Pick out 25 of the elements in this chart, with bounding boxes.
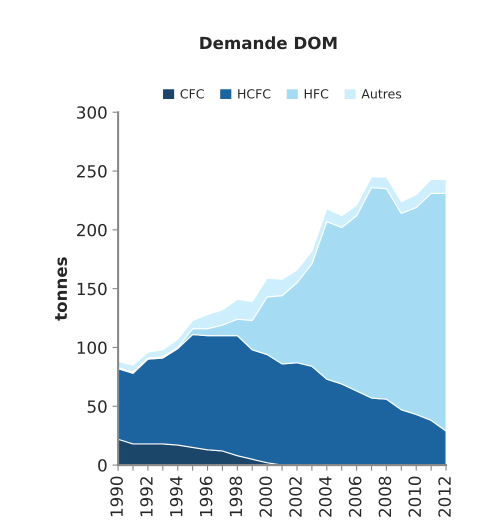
x-tick-label: 1996 (200, 476, 212, 516)
y-tick-label: 50 (88, 400, 107, 413)
x-tick-label: 2004 (319, 476, 332, 517)
x-tick-label: 1994 (170, 476, 183, 516)
legend-label: CFC (180, 89, 204, 99)
y-tick-label: 250 (77, 165, 107, 178)
x-tick-label: 1990 (110, 476, 123, 516)
y-axis-title: tonnes (55, 257, 68, 321)
x-tick-label: 2010 (408, 476, 422, 517)
x-tick-label: 1998 (230, 476, 242, 516)
x-tick-label: 2012 (438, 477, 451, 517)
y-tick-label: 100 (78, 341, 107, 354)
x-tick-label: 2008 (378, 476, 392, 517)
legend-label: HCFC (238, 89, 270, 99)
y-tick-label: 200 (77, 224, 107, 236)
x-tick-label: 2002 (289, 477, 302, 517)
y-tick-label: 300 (77, 106, 107, 119)
x-tick-label: 1992 (140, 477, 153, 516)
y-tick-label: 150 (78, 282, 107, 296)
x-tick-label: 2006 (348, 476, 362, 517)
legend-label: HFC (304, 89, 328, 99)
y-tick-label: 0 (98, 459, 107, 472)
x-tick-label: 2000 (259, 476, 272, 517)
legend-label: Autres (361, 89, 402, 99)
chart-title: Demande DOM (200, 36, 336, 50)
